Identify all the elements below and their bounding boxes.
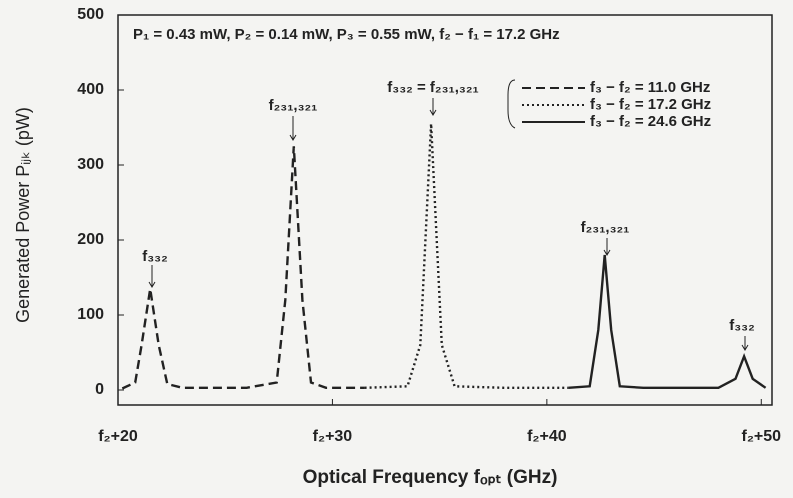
x-tick-label: f₂+30 bbox=[313, 428, 353, 445]
y-tick-label: 200 bbox=[77, 231, 104, 248]
y-tick-label: 0 bbox=[95, 381, 104, 398]
annotation: f₂₃₁,₃₂₁ bbox=[581, 219, 630, 236]
annotation-arrow bbox=[741, 336, 749, 351]
annotation: f₂₃₁,₃₂₁ bbox=[269, 97, 318, 114]
x-axis-label: Optical Frequency fₒₚₜ (GHz) bbox=[303, 467, 558, 488]
annotation-arrow bbox=[148, 265, 156, 288]
y-tick-label: 300 bbox=[77, 156, 104, 173]
annotation: f₃₃₂ bbox=[142, 248, 168, 265]
series-line bbox=[121, 146, 365, 390]
annotation-arrow bbox=[289, 116, 297, 141]
x-tick-label: f₂+50 bbox=[741, 428, 781, 445]
annotation-arrow bbox=[429, 98, 437, 116]
y-axis-label: Generated Power Pᵢⱼₖ (pW) bbox=[13, 107, 33, 323]
plot-frame bbox=[117, 14, 773, 406]
series-line bbox=[568, 254, 767, 389]
x-tick-label: f₂+40 bbox=[527, 428, 567, 445]
series-line bbox=[364, 123, 569, 389]
legend-label: f₃ − f₂ = 17.2 GHz bbox=[590, 96, 711, 113]
annotation: P₁ = 0.43 mW, P₂ = 0.14 mW, P₃ = 0.55 mW… bbox=[133, 26, 560, 43]
legend-label: f₃ − f₂ = 11.0 GHz bbox=[590, 79, 710, 96]
y-tick-label: 400 bbox=[77, 81, 104, 98]
y-tick-label: 100 bbox=[77, 306, 104, 323]
annotation-arrow bbox=[603, 238, 611, 256]
legend-bracket bbox=[507, 79, 516, 129]
annotation: f₃₃₂ = f₂₃₁,₃₂₁ bbox=[387, 79, 478, 96]
y-tick-label: 500 bbox=[77, 6, 104, 23]
x-tick-label: f₂+20 bbox=[98, 428, 138, 445]
legend-label: f₃ − f₂ = 24.6 GHz bbox=[590, 113, 711, 130]
annotation: f₃₃₂ bbox=[729, 317, 755, 334]
